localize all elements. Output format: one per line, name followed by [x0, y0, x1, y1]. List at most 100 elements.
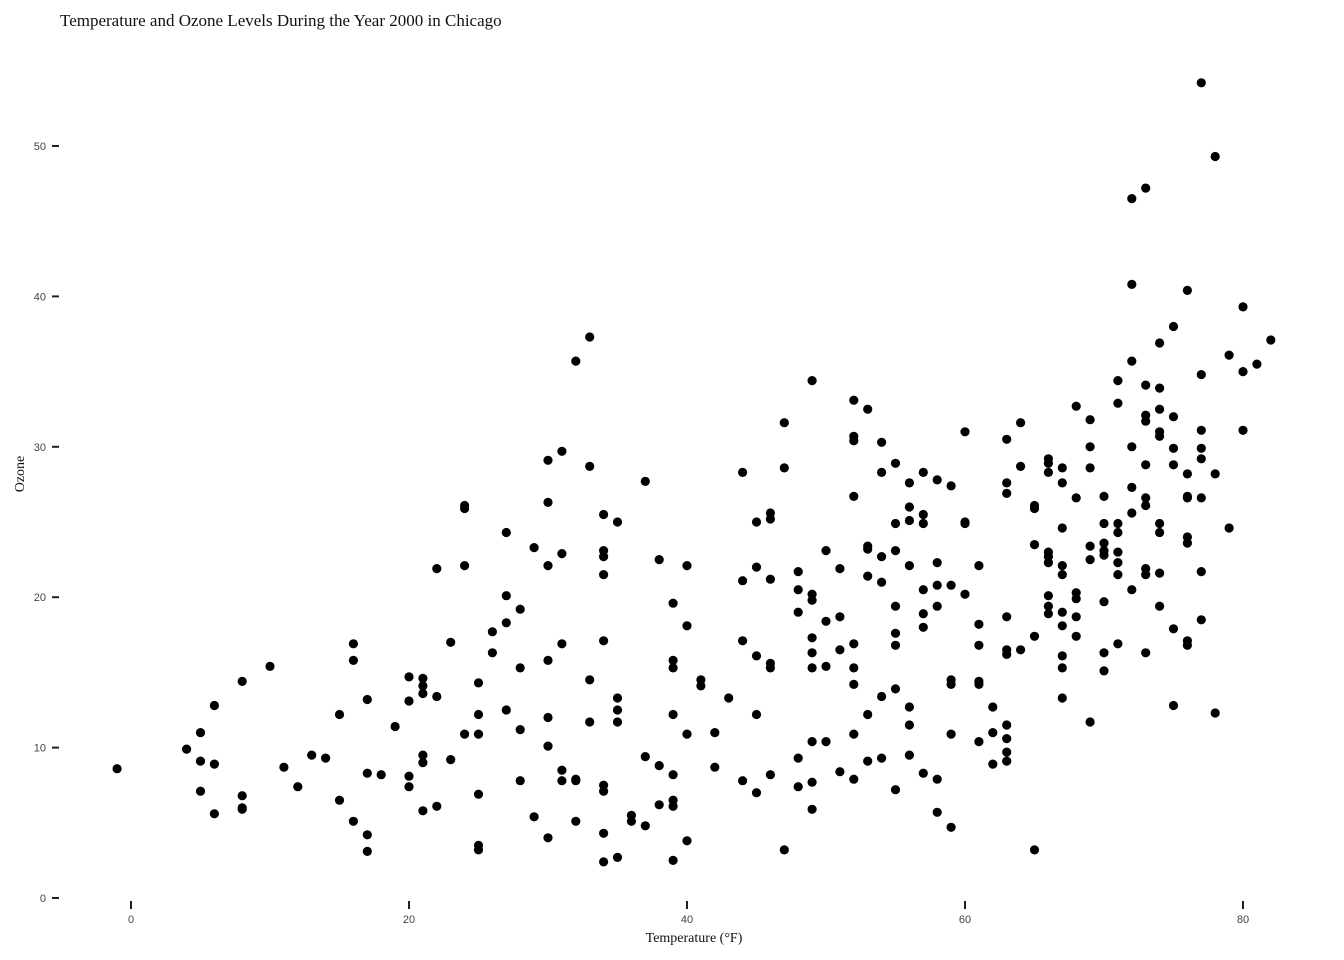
data-point — [432, 801, 442, 811]
data-point — [543, 455, 553, 465]
data-point — [1113, 570, 1123, 580]
points-layer — [112, 78, 1276, 867]
data-point — [988, 702, 998, 712]
data-point — [1099, 648, 1109, 658]
data-point — [946, 481, 956, 491]
data-point — [1182, 469, 1192, 479]
data-point — [849, 395, 859, 405]
data-point — [765, 770, 776, 780]
data-point — [501, 591, 511, 601]
data-point — [1168, 443, 1179, 453]
data-point — [765, 663, 776, 673]
data-point — [821, 661, 831, 672]
data-point — [612, 693, 623, 703]
data-point — [557, 549, 567, 559]
data-point — [557, 446, 567, 456]
data-point — [1127, 442, 1137, 452]
data-point — [890, 640, 901, 650]
data-point — [626, 816, 637, 826]
data-point — [849, 729, 859, 739]
data-point — [432, 564, 442, 574]
data-point — [1141, 648, 1151, 658]
data-point — [1168, 624, 1179, 634]
data-point — [682, 836, 692, 846]
data-point — [918, 622, 928, 632]
data-point — [918, 518, 928, 529]
data-point — [543, 497, 553, 507]
data-point — [1127, 508, 1137, 518]
data-point — [376, 770, 386, 780]
data-point — [1266, 335, 1276, 345]
data-point — [362, 846, 372, 857]
data-point — [835, 645, 845, 655]
data-point — [974, 561, 984, 571]
data-point — [932, 475, 942, 485]
data-point — [793, 567, 803, 577]
data-point — [599, 828, 609, 838]
data-point — [724, 693, 734, 703]
data-point — [112, 764, 122, 774]
data-point — [1085, 415, 1095, 425]
data-point — [1127, 482, 1137, 492]
data-point — [863, 544, 873, 554]
data-point — [195, 728, 206, 738]
data-point — [668, 663, 678, 673]
data-point — [418, 806, 428, 816]
data-point — [1002, 478, 1012, 488]
data-point — [501, 527, 511, 538]
data-point — [877, 691, 887, 702]
data-point — [640, 821, 650, 831]
data-point — [946, 729, 956, 739]
data-point — [932, 774, 942, 784]
data-point — [209, 759, 219, 769]
data-point — [1196, 370, 1206, 380]
data-point — [1029, 540, 1040, 550]
data-point — [557, 776, 567, 786]
data-point — [557, 765, 567, 775]
data-point — [1057, 607, 1067, 617]
data-point — [946, 580, 956, 590]
data-point — [515, 663, 525, 673]
data-point — [612, 852, 623, 863]
data-point — [668, 770, 678, 780]
data-point — [585, 675, 595, 685]
data-point — [668, 855, 678, 866]
data-point — [1224, 350, 1234, 360]
y-tick-label: 30 — [34, 442, 46, 454]
data-point — [585, 332, 595, 342]
data-point — [1196, 493, 1206, 503]
data-point — [904, 750, 915, 760]
data-point — [1043, 609, 1053, 619]
data-point — [460, 729, 470, 739]
data-point — [557, 639, 567, 649]
data-point — [779, 463, 789, 473]
data-point — [890, 628, 901, 638]
data-point — [1155, 518, 1165, 529]
data-point — [1182, 538, 1192, 548]
data-point — [1085, 463, 1095, 473]
data-point — [1002, 747, 1012, 757]
data-point — [1099, 538, 1109, 548]
data-point — [1085, 541, 1095, 551]
data-point — [863, 709, 873, 720]
data-point — [1043, 558, 1053, 568]
data-point — [390, 721, 400, 732]
data-point — [1210, 469, 1220, 479]
data-point — [1085, 442, 1095, 452]
data-point — [1002, 756, 1012, 766]
data-point — [418, 688, 428, 699]
data-point — [543, 833, 553, 843]
data-point — [1043, 458, 1053, 468]
data-point — [849, 679, 859, 690]
data-point — [988, 728, 998, 738]
data-point — [404, 771, 414, 781]
data-point — [751, 709, 762, 720]
data-point — [932, 601, 942, 611]
data-point — [1155, 383, 1165, 393]
y-axis: 0 10 20 30 40 50 — [34, 141, 59, 905]
data-point — [515, 604, 525, 614]
data-point — [195, 786, 206, 796]
data-point — [974, 619, 984, 629]
data-point — [1057, 621, 1067, 631]
data-point — [877, 437, 887, 447]
